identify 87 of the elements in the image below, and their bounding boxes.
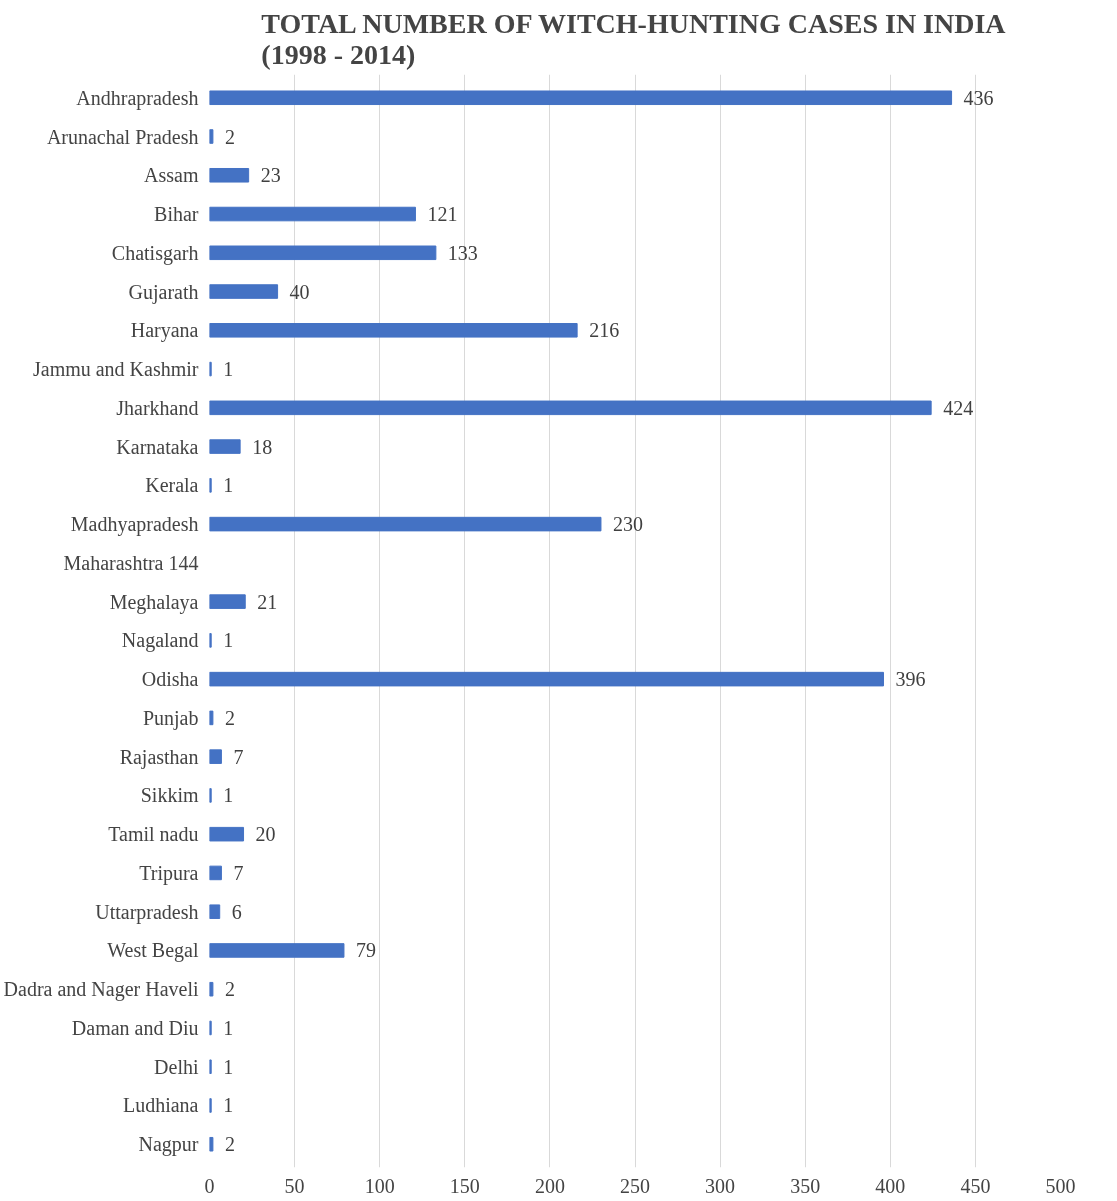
y-tick-label: Gujarath xyxy=(128,280,199,304)
y-tick-label: Karnataka xyxy=(116,435,199,458)
data-label: 121 xyxy=(427,203,458,226)
y-tick-label: Tripura xyxy=(139,861,199,885)
x-tick-label: 200 xyxy=(534,1174,565,1197)
data-label: 230 xyxy=(612,513,643,536)
data-label: 216 xyxy=(589,319,620,342)
x-tick-label: 50 xyxy=(284,1174,305,1197)
data-label: 1 xyxy=(223,784,234,807)
x-tick-label: 0 xyxy=(204,1174,215,1197)
data-label: 6 xyxy=(231,900,242,923)
data-label: 23 xyxy=(260,164,281,187)
bar xyxy=(209,943,345,958)
y-tick-label: Odisha xyxy=(141,668,199,691)
y-tick-label: Nagpur xyxy=(138,1133,199,1157)
bar xyxy=(209,90,953,106)
data-label: 7 xyxy=(233,745,244,768)
bar xyxy=(209,323,578,338)
y-tick-label: Jammu and Kashmir xyxy=(32,358,199,381)
y-tick-label: Chatisgarh xyxy=(111,241,199,265)
x-tick-label: 500 xyxy=(1045,1174,1076,1197)
y-tick-label: Uttarpradesh xyxy=(95,900,199,924)
y-tick-label: Arunachal Pradesh xyxy=(46,125,199,148)
y-tick-label: Kerala xyxy=(145,474,199,497)
data-label: 2 xyxy=(224,125,235,148)
y-tick-label: Haryana xyxy=(130,319,199,343)
x-tick-label: 150 xyxy=(449,1174,480,1197)
bar xyxy=(209,129,214,144)
data-label: 2 xyxy=(224,1133,235,1156)
y-tick-label: Sikkim xyxy=(140,784,199,807)
data-label: 1 xyxy=(223,629,234,652)
bar xyxy=(209,904,221,919)
y-tick-label: Ludhiana xyxy=(122,1094,199,1117)
data-label: 40 xyxy=(289,280,310,303)
bar xyxy=(209,245,437,261)
x-tick-label: 350 xyxy=(790,1174,821,1197)
chart-title: TOTAL NUMBER OF WITCH-HUNTING CASES IN INDIA (1998 - 2014) xyxy=(261,7,1007,70)
y-tick-label: Jharkhand xyxy=(116,396,199,419)
data-label: 133 xyxy=(447,241,478,264)
x-tick-label: 450 xyxy=(960,1174,991,1197)
y-tick-label: Assam xyxy=(144,164,199,187)
data-label: 1 xyxy=(223,1016,234,1039)
y-tick-label: Meghalaya xyxy=(109,590,199,614)
data-label: 20 xyxy=(255,823,276,846)
data-label: 1 xyxy=(223,358,234,381)
bar xyxy=(209,749,222,764)
bar xyxy=(209,826,245,842)
y-tick-label: Nagaland xyxy=(121,629,199,653)
y-tick-label: Maharashtra 144 xyxy=(63,551,199,574)
data-label: 424 xyxy=(943,396,974,419)
data-label: 2 xyxy=(224,706,235,729)
bar xyxy=(209,865,222,881)
bar xyxy=(209,594,246,609)
bar xyxy=(209,400,932,416)
data-label: 396 xyxy=(895,668,926,691)
y-tick-label: Punjab xyxy=(142,706,199,730)
data-label: 2 xyxy=(224,978,235,1001)
bar xyxy=(209,516,602,532)
x-tick-label: 250 xyxy=(620,1174,650,1197)
y-tick-label: Bihar xyxy=(154,203,199,226)
data-label: 18 xyxy=(252,435,273,458)
data-label: 21 xyxy=(257,590,278,613)
y-tick-label: Tamil nadu xyxy=(108,823,199,846)
bar xyxy=(209,439,241,454)
bar xyxy=(209,671,884,687)
bar xyxy=(209,206,416,222)
y-tick-label: Andhrapradesh xyxy=(76,86,199,110)
y-tick-label: Rajasthan xyxy=(119,745,199,769)
data-label: 7 xyxy=(233,861,244,884)
x-tick-label: 100 xyxy=(364,1174,395,1197)
y-tick-label: Daman and Diu xyxy=(71,1016,199,1039)
data-label: 1 xyxy=(223,1055,234,1078)
x-tick-label: 400 xyxy=(875,1174,906,1197)
x-tick-label: 300 xyxy=(705,1174,736,1197)
y-tick-label: Delhi xyxy=(154,1055,199,1078)
bar xyxy=(209,284,279,299)
data-label: 436 xyxy=(963,86,994,109)
data-label: 1 xyxy=(223,474,234,497)
data-label: 79 xyxy=(355,939,376,962)
bar xyxy=(209,1136,214,1152)
y-tick-label: Dadra and Nager Haveli xyxy=(3,978,199,1002)
y-tick-label: Madhyapradesh xyxy=(70,513,199,537)
data-label: 1 xyxy=(223,1094,234,1117)
y-tick-label: West Begal xyxy=(107,939,199,963)
bar xyxy=(209,710,214,726)
bar xyxy=(209,167,250,183)
bar xyxy=(209,981,214,997)
